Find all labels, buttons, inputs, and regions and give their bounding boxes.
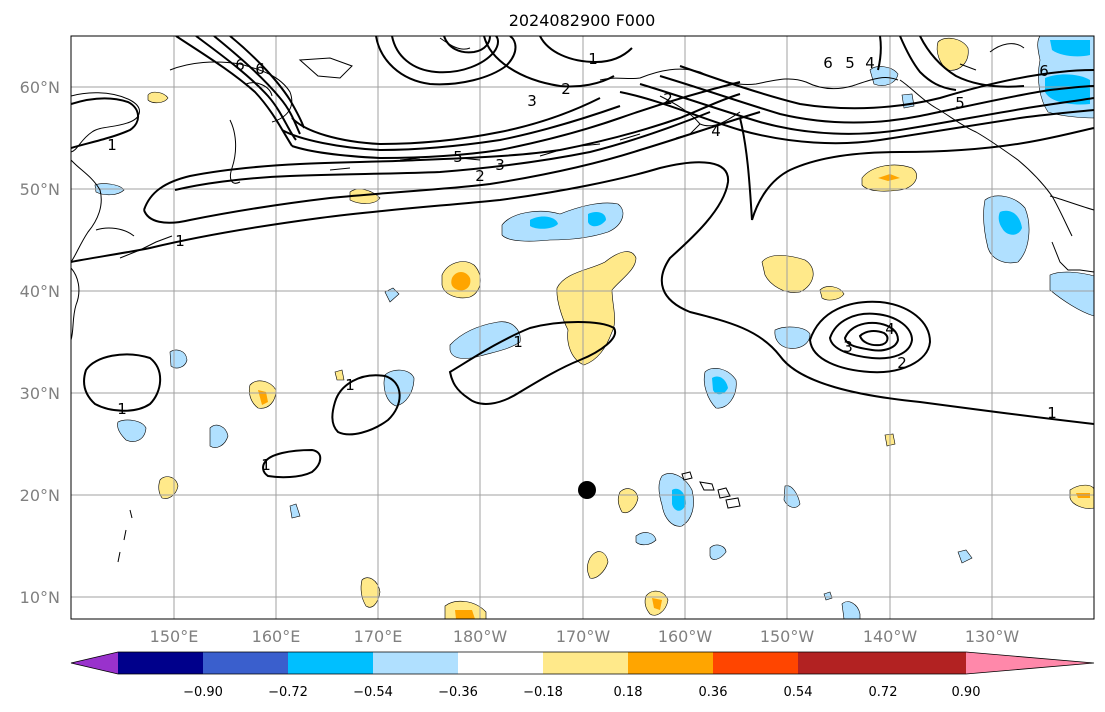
colorbar-swatch	[288, 652, 373, 674]
colorbar-tick-label: 0.36	[699, 685, 728, 700]
lon-label: 150°W	[760, 627, 815, 646]
colorbar-tick-label: −0.72	[268, 685, 308, 700]
contour-label: 2	[897, 354, 907, 372]
contour-label: 5	[955, 94, 965, 112]
colorbar-swatch	[458, 652, 543, 674]
contour-label: 5	[845, 54, 855, 72]
colorbar-swatch	[798, 652, 883, 674]
map-area: 6 6 1 1 3 2 2 1 5 3 2 4 6 5 4 5 6 1 1 1 …	[71, 36, 1094, 619]
colorbar-swatch	[543, 652, 628, 674]
contour-label: 2	[475, 167, 485, 185]
lon-label: 160°E	[252, 627, 301, 646]
contour-label: 2	[561, 80, 571, 98]
negative-anomaly-fill	[94, 36, 1094, 619]
colorbar-tick-label: −0.18	[523, 685, 563, 700]
contour-label: 1	[345, 376, 355, 394]
contour-label: 4	[885, 320, 895, 338]
contour-lines	[71, 36, 1094, 479]
contour-label: 2	[663, 90, 673, 108]
map-title: 2024082900 F000	[509, 11, 656, 30]
contour-label: 3	[527, 92, 537, 110]
colorbar-tick-label: 0.54	[784, 685, 813, 700]
contour-label: 1	[175, 232, 185, 250]
contour-label: 1	[588, 50, 598, 68]
contour-label: 4	[711, 122, 721, 140]
contour-label: 5	[453, 148, 463, 166]
lon-label: 140°W	[863, 627, 918, 646]
lon-label: 150°E	[150, 627, 199, 646]
colorbar-tick-label: 0.72	[869, 685, 898, 700]
colorbar-swatch	[713, 652, 798, 674]
lon-label: 180°W	[453, 627, 508, 646]
contour-label: 1	[107, 136, 117, 154]
lat-label: 20°N	[20, 486, 60, 505]
colorbar: −0.90 −0.72 −0.54 −0.36 −0.18 0.18 0.36 …	[70, 651, 1095, 700]
contour-label: 6	[255, 60, 265, 78]
contour-label: 3	[495, 156, 505, 174]
colorbar-min-extend	[71, 652, 118, 674]
positive-anomaly-fill	[147, 37, 1094, 619]
colorbar-swatch	[883, 652, 966, 674]
location-marker	[578, 481, 596, 499]
lon-label: 170°W	[556, 627, 611, 646]
contour-label: 1	[261, 456, 271, 474]
contour-label: 3	[843, 338, 853, 356]
map-frame	[70, 35, 1095, 620]
colorbar-outline	[70, 651, 1095, 675]
contour-label: 1	[117, 400, 127, 418]
lon-label: 130°W	[965, 627, 1020, 646]
colorbar-swatch	[373, 652, 458, 674]
contour-label: 6	[1039, 62, 1049, 80]
lat-label: 50°N	[20, 180, 60, 199]
lat-label: 30°N	[20, 384, 60, 403]
colorbar-tick-label: 0.18	[614, 685, 643, 700]
contour-label: 4	[865, 54, 875, 72]
colorbar-swatch	[118, 652, 203, 674]
contour-label: 6	[823, 54, 833, 72]
lat-label: 40°N	[20, 282, 60, 301]
contour-labels: 6 6 1 1 3 2 2 1 5 3 2 4 6 5 4 5 6 1 1 1 …	[107, 50, 1057, 474]
colorbar-max-extend	[966, 652, 1094, 674]
contour-label: 6	[235, 56, 245, 74]
contour-label: 1	[1047, 404, 1057, 422]
colorbar-swatch	[203, 652, 288, 674]
colorbar-tick-label: −0.36	[438, 685, 478, 700]
lon-label: 160°W	[658, 627, 713, 646]
colorbar-swatch	[628, 652, 713, 674]
colorbar-tick-label: 0.90	[952, 685, 981, 700]
lat-label: 60°N	[20, 78, 60, 97]
contour-label: 1	[513, 333, 523, 351]
colorbar-tick-label: −0.90	[183, 685, 223, 700]
colorbar-tick-label: −0.54	[353, 685, 393, 700]
lon-label: 170°E	[354, 627, 403, 646]
lat-label: 10°N	[20, 588, 60, 607]
longitude-labels: 150°E 160°E 170°E 180°W 170°W 160°W 150°…	[150, 627, 1020, 646]
latitude-labels: 60°N 50°N 40°N 30°N 20°N 10°N	[20, 78, 60, 607]
